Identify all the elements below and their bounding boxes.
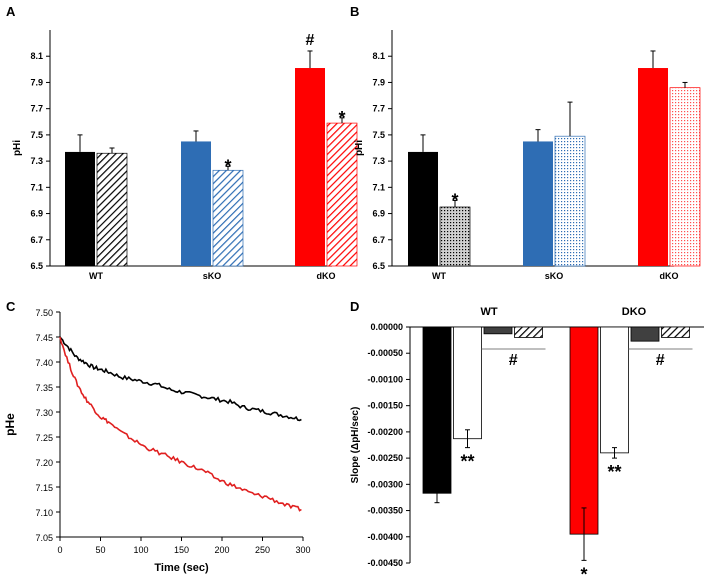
y-tick-label: 7.25 bbox=[35, 433, 53, 443]
y-tick-label: 6.7 bbox=[372, 235, 385, 245]
y-tick-label: 7.9 bbox=[30, 77, 43, 87]
significance-marker: * bbox=[451, 190, 458, 210]
bar bbox=[569, 326, 599, 535]
y-tick-label: 7.7 bbox=[30, 104, 43, 114]
bar bbox=[630, 326, 660, 342]
bar bbox=[661, 326, 690, 338]
y-tick-label: -0.00150 bbox=[367, 401, 403, 411]
series-line bbox=[59, 336, 302, 422]
y-tick-label: 6.5 bbox=[372, 261, 385, 271]
significance-marker: # bbox=[656, 352, 665, 369]
x-tick-label: 150 bbox=[174, 545, 189, 555]
x-axis-label: Time (sec) bbox=[154, 562, 209, 574]
y-tick-label: -0.00300 bbox=[367, 479, 403, 489]
x-tick-label: 0 bbox=[57, 545, 62, 555]
chart-c: 7.05 7.10 7.15 7.20 7.25 7.30 7.35 7.40 7.45 7.50… bbox=[3, 308, 311, 574]
bar bbox=[65, 151, 95, 266]
y-tick-label: 6.9 bbox=[30, 209, 43, 219]
y-tick-label: 6.9 bbox=[372, 209, 385, 219]
significance-marker: ** bbox=[460, 452, 474, 472]
bar bbox=[483, 326, 513, 335]
bar bbox=[439, 206, 471, 267]
x-tick-label: sKO bbox=[203, 271, 222, 281]
y-tick-label: 7.3 bbox=[372, 156, 385, 166]
y-axis-label: pHe bbox=[3, 413, 17, 436]
y-tick-label: 7.3 bbox=[30, 156, 43, 166]
y-axis-label: pHi bbox=[12, 140, 23, 156]
bar bbox=[181, 141, 211, 266]
chart-b: 6.5 6.7 6.9 7.1 7.3 7.5 7.7 7.9 8.1 pHi WT sKO dKO * bbox=[354, 30, 701, 281]
bar bbox=[326, 122, 358, 267]
y-tick-label: 7.10 bbox=[35, 508, 53, 518]
significance-marker: * bbox=[580, 564, 587, 581]
x-tick-label: 250 bbox=[255, 545, 270, 555]
y-tick-label: 7.15 bbox=[35, 483, 53, 493]
x-tick-label: dKO bbox=[660, 271, 679, 281]
significance-marker: * bbox=[338, 108, 345, 128]
y-tick-label: 7.20 bbox=[35, 458, 53, 468]
y-tick-label: 7.1 bbox=[30, 182, 43, 192]
x-tick-label: 200 bbox=[214, 545, 229, 555]
x-tick-label: WT bbox=[432, 271, 446, 281]
chart-a: 6.5 6.7 6.9 7.1 7.3 7.5 7.7 7.9 8.1 pHi WT sKO dKO * #… bbox=[12, 30, 358, 281]
y-tick-label: -0.00400 bbox=[367, 532, 403, 542]
x-tick-label: 300 bbox=[295, 545, 310, 555]
y-tick-label: 7.5 bbox=[372, 130, 385, 140]
y-tick-label: 7.5 bbox=[30, 130, 43, 140]
y-tick-label: 0.00000 bbox=[370, 322, 403, 332]
bar bbox=[453, 326, 482, 440]
y-tick-label: 7.7 bbox=[372, 104, 385, 114]
x-tick-label: dKO bbox=[317, 271, 336, 281]
y-tick-label: 6.7 bbox=[30, 235, 43, 245]
x-tick-label: sKO bbox=[545, 271, 564, 281]
chart-d: 0.00000 -0.00050 -0.00100 -0.00150 -0.00200 -… bbox=[350, 306, 704, 581]
y-tick-label: 8.1 bbox=[372, 51, 385, 61]
significance-marker: ** bbox=[607, 462, 621, 482]
significance-marker: * bbox=[224, 156, 231, 176]
y-tick-label: -0.00100 bbox=[367, 374, 403, 384]
significance-marker: # bbox=[306, 32, 315, 49]
series-line bbox=[59, 336, 302, 512]
bar bbox=[554, 135, 586, 267]
y-tick-label: 7.35 bbox=[35, 383, 53, 393]
bar bbox=[96, 152, 128, 267]
category-label: WT bbox=[480, 306, 497, 318]
category-label: DKO bbox=[622, 306, 647, 318]
y-tick-label: -0.00350 bbox=[367, 506, 403, 516]
y-axis-label: Slope (ΔpH/sec) bbox=[350, 407, 361, 484]
bar bbox=[523, 141, 553, 266]
panel-label-c: C bbox=[6, 299, 16, 314]
y-axis-label: pHi bbox=[354, 140, 365, 156]
y-tick-label: 7.1 bbox=[372, 182, 385, 192]
y-tick-label: 6.5 bbox=[30, 261, 43, 271]
bar bbox=[212, 169, 244, 267]
bar bbox=[295, 68, 325, 267]
y-tick-label: 8.1 bbox=[30, 51, 43, 61]
bar bbox=[600, 326, 629, 454]
y-tick-label: 7.30 bbox=[35, 408, 53, 418]
panel-label-a: A bbox=[6, 4, 16, 19]
bar bbox=[408, 151, 438, 266]
bar bbox=[669, 87, 701, 267]
y-tick-label: -0.00050 bbox=[367, 348, 403, 358]
y-tick-label: -0.00200 bbox=[367, 427, 403, 437]
x-tick-label: WT bbox=[89, 271, 103, 281]
bar bbox=[514, 326, 543, 338]
panel-label-b: B bbox=[350, 4, 359, 19]
y-tick-label: 7.40 bbox=[35, 358, 53, 368]
significance-marker: # bbox=[509, 352, 518, 369]
x-tick-label: 100 bbox=[133, 545, 148, 555]
y-tick-label: -0.00450 bbox=[367, 558, 403, 568]
bar bbox=[422, 326, 452, 494]
bar bbox=[638, 68, 668, 267]
y-tick-label: 7.45 bbox=[35, 333, 53, 343]
y-tick-label: 7.05 bbox=[35, 533, 53, 543]
x-tick-label: 50 bbox=[95, 545, 105, 555]
y-tick-label: 7.9 bbox=[372, 77, 385, 87]
panel-label-d: D bbox=[350, 299, 359, 314]
y-tick-label: -0.00250 bbox=[367, 453, 403, 463]
y-tick-label: 7.50 bbox=[35, 308, 53, 318]
